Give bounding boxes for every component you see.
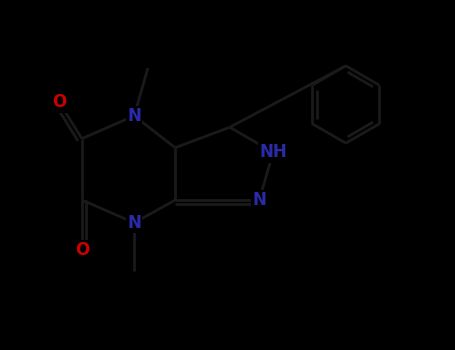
Text: NH: NH (259, 143, 287, 161)
Text: N: N (127, 214, 141, 232)
Text: N: N (127, 107, 141, 125)
Text: O: O (75, 241, 89, 259)
Text: O: O (52, 93, 66, 111)
Text: N: N (253, 191, 266, 209)
